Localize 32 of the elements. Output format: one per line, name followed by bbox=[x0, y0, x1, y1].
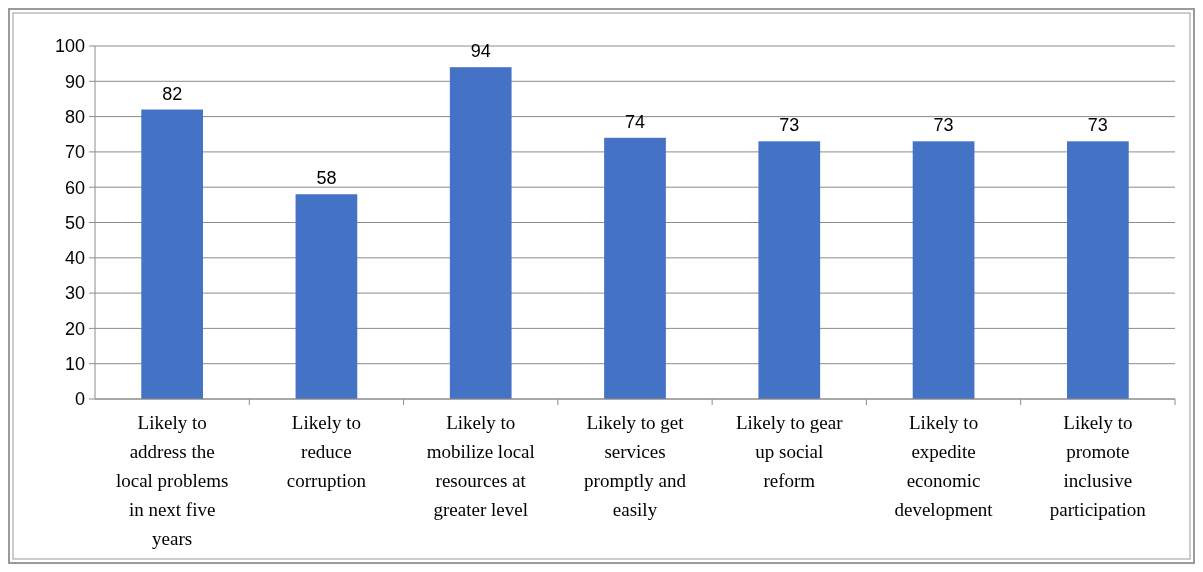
x-tick-label: Likely to promote inclusive participation bbox=[1049, 412, 1147, 520]
y-tick-label: 90 bbox=[64, 71, 85, 92]
bar bbox=[912, 141, 975, 399]
data-label: 82 bbox=[162, 83, 183, 104]
data-label: 74 bbox=[624, 111, 646, 132]
x-tick-label: Likely to gear up social reform bbox=[736, 412, 844, 491]
bar bbox=[604, 137, 666, 399]
y-tick-label: 80 bbox=[64, 106, 85, 127]
bar bbox=[295, 194, 358, 399]
bar bbox=[449, 67, 512, 399]
bar bbox=[141, 109, 203, 399]
x-tick-label: Likely to address the local problems in next five years bbox=[115, 412, 229, 549]
y-tick-label: 30 bbox=[64, 283, 85, 304]
data-label: 94 bbox=[470, 41, 491, 62]
y-tick-label: 70 bbox=[64, 142, 85, 163]
bar bbox=[758, 141, 821, 399]
data-label: 58 bbox=[316, 168, 337, 189]
data-label: 73 bbox=[779, 115, 800, 136]
y-tick-label: 60 bbox=[64, 177, 85, 198]
data-label: 73 bbox=[933, 115, 954, 136]
y-tick-label: 0 bbox=[74, 389, 85, 410]
x-tick-label: Likely to reduce corruption bbox=[286, 412, 367, 491]
bar bbox=[1067, 141, 1129, 399]
data-label: 73 bbox=[1087, 115, 1108, 136]
y-tick-label: 40 bbox=[64, 248, 85, 269]
y-tick-label: 10 bbox=[64, 354, 85, 374]
x-tick-label: Likely to expedite economic development bbox=[894, 412, 994, 520]
x-tick-label: Likely to mobilize local resources at greater level bbox=[426, 412, 535, 520]
y-tick-label: 100 bbox=[54, 36, 85, 57]
y-tick-label: 20 bbox=[64, 318, 85, 339]
y-tick-label: 50 bbox=[64, 212, 85, 233]
x-tick-label: Likely to get services promptly and easily bbox=[584, 412, 687, 520]
